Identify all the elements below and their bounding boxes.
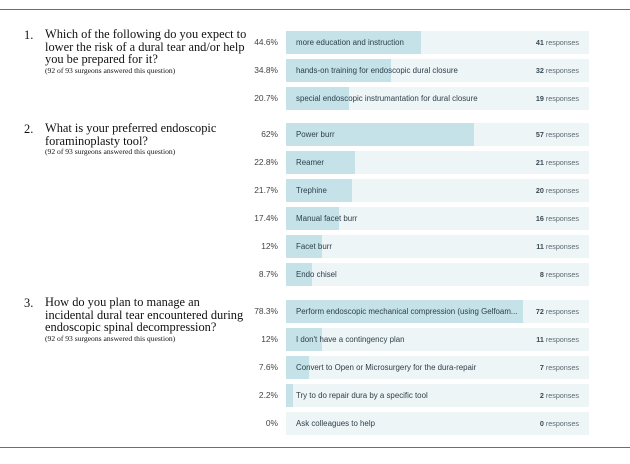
- result-bar-fill: [286, 263, 313, 286]
- option-label: Trephine: [296, 186, 327, 195]
- result-bar-fill: [286, 384, 293, 407]
- result-row: 17.4% Manual facet burr 16 responses: [250, 207, 590, 230]
- option-label: more education and instruction: [296, 38, 404, 47]
- option-label: Ask colleagues to help: [296, 419, 375, 428]
- result-percent: 21.7%: [254, 185, 278, 195]
- result-bar-fill: [286, 123, 474, 146]
- result-bar: Manual facet burr 16 responses: [286, 207, 589, 230]
- result-bar: special endoscopic instrumantation for d…: [286, 87, 589, 110]
- question-prompt: What is your preferred endoscopic forami…: [45, 121, 217, 148]
- result-row: 8.7% Endo chisel 8 responses: [250, 263, 590, 286]
- response-count: 2 responses: [539, 391, 579, 400]
- result-bar: Reamer 21 responses: [286, 151, 589, 174]
- option-label: Power burr: [296, 130, 335, 139]
- result-row: 2.2% Try to do repair dura by a specific…: [250, 384, 590, 407]
- result-bar: Try to do repair dura by a specific tool…: [286, 384, 589, 407]
- result-percent: 78.3%: [254, 306, 278, 316]
- result-percent: 0%: [265, 418, 278, 428]
- result-row: 22.8% Reamer 21 responses: [250, 151, 590, 174]
- response-count: 57 responses: [535, 130, 579, 139]
- result-bar-fill: [286, 328, 323, 351]
- result-percent: 12%: [261, 334, 278, 344]
- result-bar-fill: [286, 59, 392, 82]
- response-count: 8 responses: [539, 270, 579, 279]
- question-number: 1.: [24, 28, 34, 42]
- answer-count-note: (92 of 93 surgeons answered this questio…: [45, 147, 176, 156]
- option-label: Endo chisel: [296, 270, 337, 279]
- option-label: hands-on training for endoscopic dural c…: [296, 66, 458, 75]
- result-row: 21.7% Trephine 20 responses: [250, 179, 590, 202]
- result-bar: Facet burr 11 responses: [286, 235, 589, 258]
- top-divider: [0, 9, 630, 10]
- result-bar-fill: [286, 300, 524, 323]
- result-bar: Convert to Open or Microsurgery for the …: [286, 356, 589, 379]
- result-row: 20.7% special endoscopic instrumantation…: [250, 87, 590, 110]
- result-bar: Perform endoscopic mechanical compressio…: [286, 300, 589, 323]
- bottom-divider: [0, 447, 630, 448]
- question-number: 3.: [24, 296, 34, 310]
- result-percent: 8.7%: [258, 269, 278, 279]
- option-label: Perform endoscopic mechanical compressio…: [296, 307, 518, 316]
- response-count: 16 responses: [535, 214, 579, 223]
- response-count: 11 responses: [536, 242, 579, 251]
- response-count: 72 responses: [535, 307, 579, 316]
- result-bar-fill: [286, 151, 356, 174]
- result-row: 0% Ask colleagues to help 0 responses: [250, 412, 590, 435]
- result-percent: 17.4%: [254, 213, 278, 223]
- result-bar: I don't have a contingency plan 11 respo…: [286, 328, 589, 351]
- option-label: special endoscopic instrumantation for d…: [296, 94, 478, 103]
- result-bar: more education and instruction 41 respon…: [286, 31, 589, 54]
- result-percent: 62%: [261, 129, 278, 139]
- result-row: 7.6% Convert to Open or Microsurgery for…: [250, 356, 590, 379]
- question-text: Which of the following do you expect to …: [45, 28, 250, 75]
- result-bar: Power burr 57 responses: [286, 123, 589, 146]
- option-label: Facet burr: [296, 242, 332, 251]
- result-row: 12% Facet burr 11 responses: [250, 235, 590, 258]
- question-prompt: How do you plan to manage an incidental …: [45, 295, 244, 334]
- option-label: Reamer: [296, 158, 325, 167]
- response-count: 0 responses: [539, 419, 579, 428]
- result-bar-fill: [286, 356, 310, 379]
- question-number: 2.: [24, 122, 34, 136]
- result-row: 62% Power burr 57 responses: [250, 123, 590, 146]
- result-percent: 20.7%: [254, 93, 278, 103]
- result-percent: 2.2%: [258, 390, 278, 400]
- answer-count-note: (92 of 93 surgeons answered this questio…: [45, 333, 176, 343]
- option-label: Convert to Open or Microsurgery for the …: [296, 363, 477, 372]
- result-percent: 34.8%: [254, 65, 278, 75]
- response-count: 21 responses: [535, 158, 579, 167]
- response-count: 32 responses: [535, 66, 579, 75]
- result-bar-fill: [286, 179, 352, 202]
- result-percent: 7.6%: [258, 362, 278, 372]
- answer-count-note: (92 of 93 surgeons answered this questio…: [45, 65, 176, 75]
- result-row: 78.3% Perform endoscopic mechanical comp…: [250, 300, 590, 323]
- result-row: 44.6% more education and instruction 41 …: [250, 31, 590, 54]
- option-label: Try to do repair dura by a specific tool: [296, 391, 428, 400]
- result-bar: Trephine 20 responses: [286, 179, 589, 202]
- result-bar: Endo chisel 8 responses: [286, 263, 589, 286]
- response-count: 7 responses: [539, 363, 579, 372]
- option-label: Manual facet burr: [296, 214, 358, 223]
- result-percent: 12%: [261, 241, 278, 251]
- response-count: 20 responses: [535, 186, 579, 195]
- result-bar: hands-on training for endoscopic dural c…: [286, 59, 589, 82]
- response-count: 19 responses: [535, 94, 579, 103]
- option-label: I don't have a contingency plan: [296, 335, 405, 344]
- result-bar-fill: [286, 235, 323, 258]
- result-bar-fill: [286, 87, 349, 110]
- result-row: 12% I don't have a contingency plan 11 r…: [250, 328, 590, 351]
- result-percent: 44.6%: [254, 37, 278, 47]
- response-count: 11 responses: [536, 335, 579, 344]
- question-text: What is your preferred endoscopic forami…: [45, 122, 250, 156]
- result-bar: Ask colleagues to help 0 responses: [286, 412, 589, 435]
- result-percent: 22.8%: [254, 157, 278, 167]
- result-row: 34.8% hands-on training for endoscopic d…: [250, 59, 590, 82]
- question-text: How do you plan to manage an incidental …: [45, 296, 250, 343]
- question-prompt: Which of the following do you expect to …: [45, 27, 247, 66]
- result-bar-fill: [286, 31, 422, 54]
- response-count: 41 responses: [535, 38, 579, 47]
- result-bar-fill: [286, 207, 339, 230]
